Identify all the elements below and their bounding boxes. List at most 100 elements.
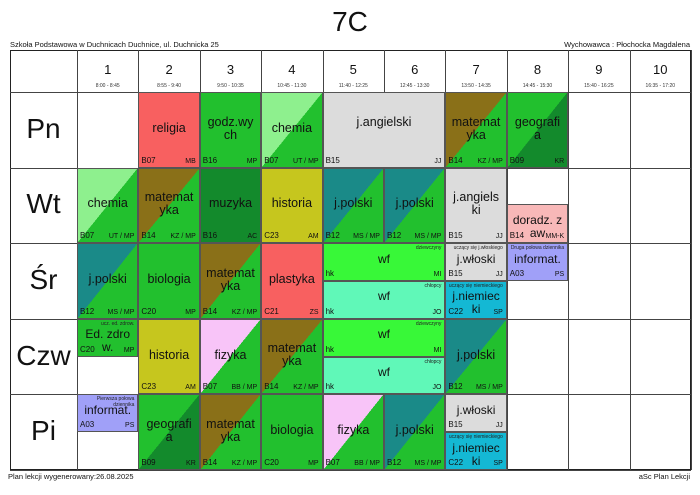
lesson-cell[interactable]: Pierwsza połowa dziennika informat. A03 PS — [77, 394, 139, 433]
period-number: 2 — [165, 62, 173, 77]
lesson-cell[interactable]: chemia B07 UT / MP — [77, 167, 139, 244]
lesson-room: B12 — [448, 382, 463, 392]
lesson-subject: wf — [377, 289, 390, 304]
lesson-teacher: MP — [246, 157, 258, 165]
lesson-cell[interactable]: geografi a B09 KR — [506, 92, 569, 168]
lesson-cell[interactable]: plastyka C21 ZS — [261, 243, 323, 319]
lesson-cell[interactable]: ucz. ed. zdrow. Ed. zdrow. C20 MP — [77, 318, 139, 357]
period-time: 11:40 - 12:25 — [338, 83, 368, 89]
lesson-subject: fizyka — [214, 347, 247, 362]
lesson-cell[interactable]: dziewczyny wf hk MI — [322, 243, 446, 281]
lesson-teacher: MS / MP — [414, 459, 442, 467]
lesson-note: chłopcy — [424, 283, 442, 289]
lesson-cell[interactable]: matemat yka B14 KZ / MP — [445, 92, 507, 168]
lesson-subject: chemia — [271, 120, 313, 135]
lesson-cell[interactable]: chłopcy wf hk JO — [322, 281, 446, 319]
lesson-teacher: JO — [432, 308, 442, 316]
lesson-note: uczący się niemieckiego — [448, 283, 503, 289]
lesson-cell[interactable]: j.polski B12 MS / MP — [384, 394, 446, 470]
day-label: Pi — [31, 415, 56, 447]
lesson-subject: j.niemiec ki — [452, 440, 500, 468]
lesson-note: uczący się niemieckiego — [448, 434, 503, 441]
lesson-teacher: PS — [554, 270, 565, 278]
lesson-subject: chemia — [87, 196, 128, 211]
generated-date: Plan lekcji wygenerowany:26.08.2025 — [8, 472, 134, 481]
lesson-room: B07 — [264, 155, 279, 165]
lesson-room: B07 — [141, 155, 156, 165]
lesson-subject: wf — [377, 327, 390, 342]
lesson-cell[interactable]: biologia C20 MP — [138, 243, 200, 319]
lesson-room: C22 — [448, 457, 464, 467]
lesson-teacher: KZ / MP — [477, 157, 503, 165]
lesson-room: B14 — [202, 306, 218, 316]
lesson-cell[interactable]: uczący się niemieckiego j.niemiec ki C22 SP — [445, 281, 507, 319]
lesson-cell[interactable]: geografi a B09 KR — [138, 394, 200, 470]
lesson-cell[interactable]: fizyka B07 BB / MP — [322, 394, 384, 470]
period-time: 16:35 - 17:20 — [645, 83, 676, 89]
school-name: Szkoła Podstawowa w Duchnicach Duchnice,… — [10, 40, 219, 49]
lesson-note: Pierwsza połowa dziennika — [96, 396, 135, 409]
lesson-subject: matemat yka — [451, 114, 501, 142]
period-time: 8:00 - 8:45 — [95, 83, 120, 89]
lesson-subject: Ed. zdrow. — [85, 327, 131, 355]
lesson-teacher: MS / MP — [414, 233, 442, 241]
lesson-room: B12 — [325, 231, 340, 241]
software-credit: aSc Plan Lekcji — [638, 472, 690, 481]
lesson-cell[interactable]: matemat yka B14 KZ / MP — [199, 394, 262, 470]
lesson-note: chłopcy — [424, 358, 442, 365]
lesson-teacher: UT / MP — [108, 233, 135, 241]
lesson-cell[interactable]: historia C23 AM — [261, 167, 323, 244]
lesson-cell[interactable]: historia C23 AM — [138, 318, 200, 395]
lesson-teacher: JJ — [495, 422, 503, 430]
lesson-cell[interactable]: j.polski B12 MS / MP — [77, 243, 139, 319]
lesson-cell[interactable]: dziewczyny wf hk MI — [322, 318, 446, 357]
lesson-cell[interactable]: fizyka B07 BB / MP — [199, 318, 262, 395]
lesson-note: uczący się j.włoskiego — [453, 245, 503, 252]
lesson-teacher: JJ — [434, 157, 442, 165]
period-number: 9 — [595, 62, 603, 77]
lesson-cell[interactable]: godz.wy ch B16 MP — [199, 92, 262, 168]
lesson-teacher: BB / MP — [231, 384, 258, 392]
lesson-cell[interactable]: matemat yka B14 KZ / MP — [138, 167, 200, 244]
lesson-note: dziewczyny — [415, 245, 442, 252]
lesson-room: B15 — [448, 268, 463, 278]
lesson-cell[interactable]: uczący się j.włoskiego j.włoski B15 JJ — [445, 243, 507, 281]
lesson-cell[interactable]: matemat yka B14 KZ / MP — [261, 318, 323, 395]
lesson-room: B12 — [387, 457, 402, 467]
lesson-cell[interactable]: j.polski B12 MS / MP — [445, 318, 507, 395]
lesson-teacher: MS / MP — [107, 308, 135, 316]
lesson-subject: matemat yka — [144, 190, 194, 218]
lesson-cell[interactable]: j.włoski B15 JJ — [445, 394, 507, 433]
lesson-cell[interactable]: j.angielski B15 JJ — [322, 92, 446, 168]
period-number: 10 — [653, 62, 668, 77]
lesson-room: C20 — [80, 344, 95, 354]
grid-line-vertical — [629, 50, 631, 470]
lesson-subject: plastyka — [268, 271, 315, 286]
period-number: 4 — [288, 62, 296, 77]
lesson-room: A03 — [80, 420, 95, 430]
lesson-cell[interactable]: biologia C20 MP — [261, 394, 323, 470]
lesson-teacher: KR — [554, 157, 565, 165]
lesson-subject: biologia — [147, 271, 191, 286]
lesson-room: C23 — [264, 231, 279, 241]
lesson-cell[interactable]: doradz. zaw B14 MM-K — [506, 203, 569, 244]
lesson-cell[interactable]: matemat yka B14 KZ / MP — [199, 243, 262, 319]
lesson-cell[interactable]: muzyka B16 AC — [199, 167, 262, 244]
lesson-cell[interactable]: chłopcy wf hk JO — [322, 356, 446, 395]
lesson-cell[interactable]: j.polski B12 MS / MP — [384, 167, 446, 244]
lesson-subject: wf — [377, 251, 390, 266]
lesson-teacher: AC — [247, 233, 258, 241]
lesson-cell[interactable]: j.polski B12 MS / MP — [322, 167, 384, 244]
lesson-cell[interactable]: j.angiels ki B15 JJ — [445, 167, 507, 244]
lesson-cell[interactable]: chemia B07 UT / MP — [261, 92, 323, 168]
lesson-room: C21 — [264, 306, 279, 316]
lesson-teacher: JO — [432, 384, 442, 392]
lesson-cell[interactable]: uczący się niemieckiego j.niemiec ki C22 SP — [445, 432, 507, 470]
lesson-cell[interactable]: Druga połowa dziennika informat. A03 PS — [506, 243, 569, 281]
lesson-note: Druga połowa dziennika — [510, 245, 565, 252]
lesson-room: B14 — [509, 231, 525, 241]
lesson-cell[interactable]: religia B07 MB — [138, 92, 200, 168]
lesson-teacher: MB — [185, 157, 196, 165]
lesson-subject: matemat yka — [267, 341, 317, 369]
period-time: 9:50 - 10:35 — [217, 83, 244, 89]
